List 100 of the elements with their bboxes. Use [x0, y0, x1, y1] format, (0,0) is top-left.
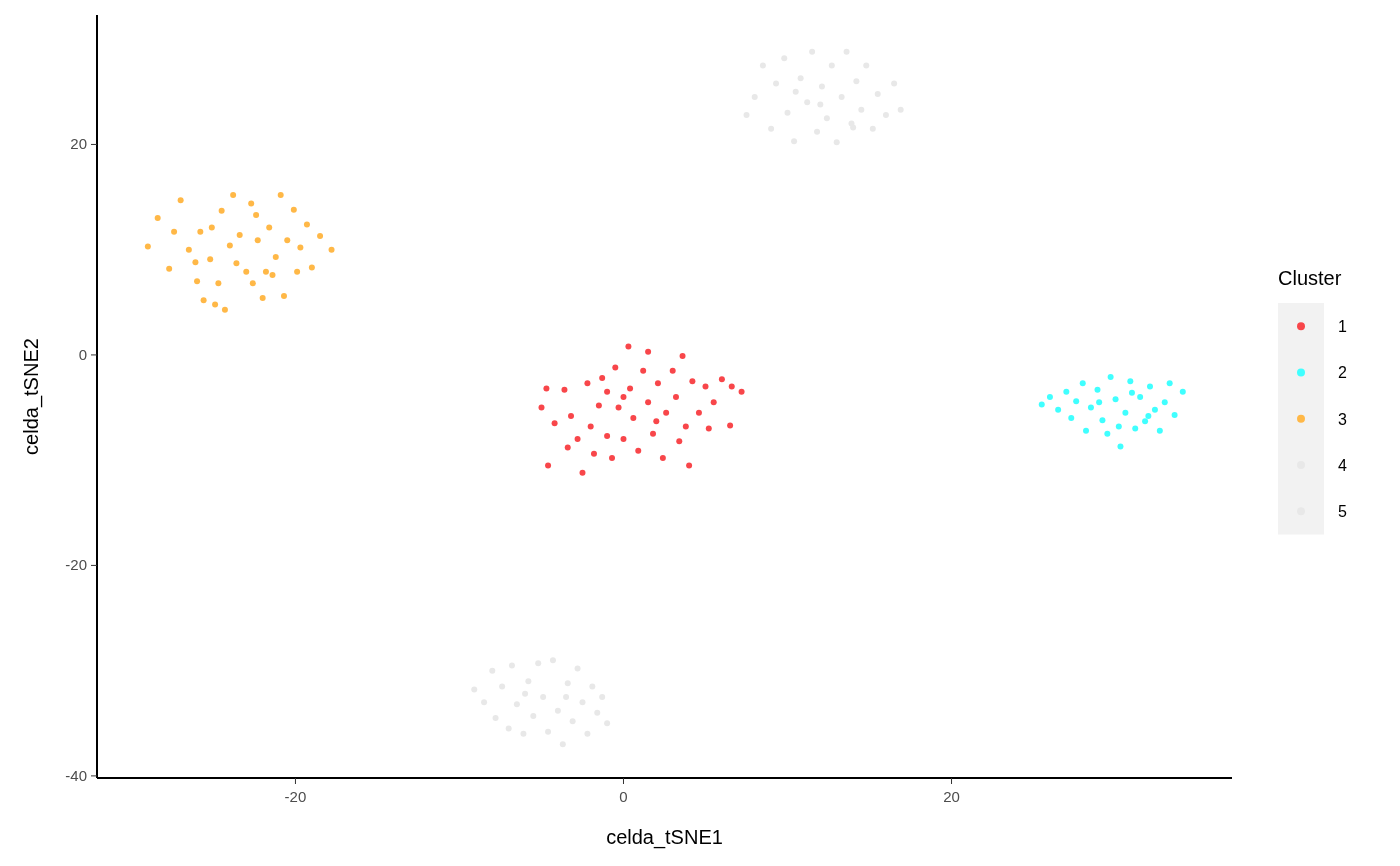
point [1122, 409, 1129, 416]
point [1145, 412, 1152, 419]
point [659, 455, 666, 462]
point [218, 207, 225, 214]
point [612, 364, 619, 371]
point [1142, 418, 1149, 425]
legend-label: 4 [1338, 457, 1347, 475]
point [192, 259, 199, 266]
point [1079, 380, 1086, 387]
point [551, 420, 558, 427]
point [579, 469, 586, 476]
legend-label: 1 [1338, 318, 1347, 336]
legend-label: 3 [1338, 410, 1347, 428]
point [144, 243, 151, 250]
point [574, 436, 581, 443]
point [215, 280, 222, 287]
point [1117, 443, 1124, 450]
point [654, 380, 661, 387]
legend-label: 5 [1338, 503, 1347, 521]
point [1128, 389, 1135, 396]
y-tick-label: -40 [65, 766, 87, 784]
point [177, 197, 184, 204]
point [226, 242, 233, 249]
point [1137, 394, 1144, 401]
point [254, 237, 261, 244]
y-tick-label: -20 [65, 556, 87, 574]
point [1104, 430, 1111, 437]
point [1166, 380, 1173, 387]
point [568, 412, 575, 419]
point [587, 423, 594, 430]
point [1046, 394, 1053, 401]
point [171, 228, 178, 235]
point [1087, 404, 1094, 411]
legend-title: Cluster [1278, 267, 1342, 289]
point [609, 455, 616, 462]
point [236, 231, 243, 238]
point [728, 383, 735, 390]
point [599, 375, 606, 382]
y-tick-label: 20 [70, 135, 87, 153]
point [630, 415, 637, 422]
point [1063, 388, 1070, 395]
point [604, 432, 611, 439]
point [1083, 427, 1090, 434]
point [266, 224, 273, 231]
y-axis-title: celda_tSNE2 [20, 338, 43, 455]
point [221, 306, 228, 313]
point [682, 423, 689, 430]
point [679, 352, 686, 359]
point [294, 268, 301, 275]
point [259, 295, 266, 302]
point [620, 394, 627, 401]
point [272, 254, 279, 261]
point [248, 200, 255, 207]
point [200, 297, 207, 304]
point [645, 348, 652, 355]
point [1146, 383, 1153, 390]
point [702, 383, 709, 390]
point [615, 404, 622, 411]
point [269, 271, 276, 278]
point [1055, 406, 1062, 413]
point [303, 221, 310, 228]
point [1099, 417, 1106, 424]
point [705, 425, 712, 432]
point [328, 246, 335, 253]
point [640, 367, 647, 374]
point [727, 422, 734, 429]
x-tick-label: -20 [284, 788, 307, 805]
point [1127, 378, 1134, 385]
point [543, 385, 550, 392]
point [212, 301, 219, 308]
point [1156, 427, 1163, 434]
point [672, 394, 679, 401]
point [284, 237, 291, 244]
point [635, 447, 642, 454]
point [1171, 411, 1178, 418]
point [154, 215, 161, 222]
point [207, 256, 214, 263]
point [545, 462, 552, 469]
point [686, 462, 693, 469]
point [1115, 423, 1122, 430]
point [280, 292, 287, 299]
point [538, 404, 545, 411]
point [695, 409, 702, 416]
point [166, 265, 173, 272]
point [1073, 398, 1080, 405]
point [1094, 386, 1101, 393]
point [1161, 399, 1168, 406]
x-axis-title: celda_tSNE1 [606, 826, 723, 849]
point [564, 444, 571, 451]
point [653, 418, 660, 425]
point [663, 409, 670, 416]
point [620, 436, 627, 443]
point [208, 224, 215, 231]
point [1132, 425, 1139, 432]
point [185, 246, 192, 253]
point [604, 388, 611, 395]
point [627, 385, 634, 392]
point [669, 367, 676, 374]
point [738, 388, 745, 395]
point [595, 402, 602, 409]
